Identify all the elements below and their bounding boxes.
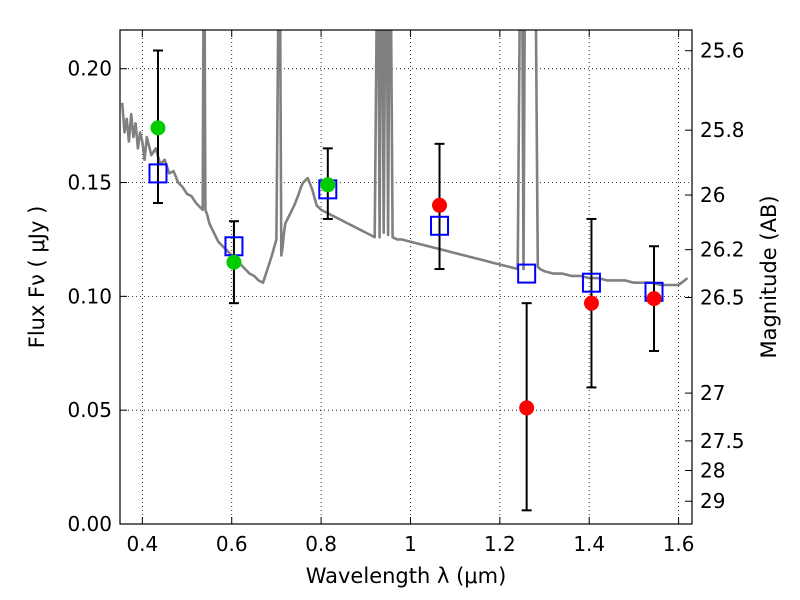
y-tick-label: 0.20 [67, 57, 112, 81]
x-tick-label: 0.6 [216, 532, 248, 556]
y-axis-label: Flux Fν ( μJy ) [25, 206, 49, 349]
observed-point [150, 120, 166, 136]
observed-points-layer [150, 120, 662, 416]
x-tick-label: 1.4 [573, 532, 605, 556]
x-axis-label: Wavelength λ (μm) [306, 564, 507, 588]
observed-point [226, 254, 242, 270]
model-photometry-square [430, 215, 450, 236]
observed-point [519, 400, 535, 416]
x-tick-label: 1.2 [484, 532, 516, 556]
y-tick-label: 0.05 [67, 398, 112, 422]
y-axis-ticks: 0.00 0.05 0.10 0.15 0.20 [67, 57, 127, 536]
y-tick-label: 0.15 [67, 171, 112, 195]
model-photometry-square [517, 263, 537, 284]
x-tick-label: 0.8 [305, 532, 337, 556]
right-axis-ticks: 25.6 25.8 26 26.2 26.5 27 27.5 28 29 [685, 39, 745, 513]
model-photometry-square [148, 163, 168, 184]
right-tick-label: 28 [700, 459, 725, 483]
x-axis-ticks: 0.4 0.6 0.8 1 1.2 1.4 1.6 [126, 30, 695, 556]
observed-point [646, 291, 662, 307]
right-tick-label: 25.8 [700, 118, 745, 142]
model-spectrum-layer [120, 30, 689, 287]
observed-point [583, 295, 599, 311]
right-tick-label: 26.5 [700, 285, 745, 309]
model-photometry-square [581, 272, 601, 293]
right-tick-label: 29 [700, 489, 725, 513]
right-tick-label: 26 [700, 183, 725, 207]
right-axis-label: Magnitude (AB) [757, 195, 781, 358]
right-tick-label: 26.2 [700, 238, 745, 262]
observed-point [432, 197, 448, 213]
x-tick-label: 1 [404, 532, 417, 556]
x-tick-label: 1.6 [663, 532, 695, 556]
y-tick-label: 0.00 [67, 512, 112, 536]
right-tick-label: 27 [700, 381, 725, 405]
right-tick-label: 25.6 [700, 39, 745, 63]
model-spectrum-line [120, 30, 689, 287]
y-tick-label: 0.10 [67, 284, 112, 308]
plot-frame [119, 29, 693, 525]
right-tick-label: 27.5 [700, 429, 745, 453]
error-bars-layer [152, 49, 660, 512]
x-tick-label: 0.4 [126, 532, 158, 556]
observed-point [320, 177, 336, 193]
